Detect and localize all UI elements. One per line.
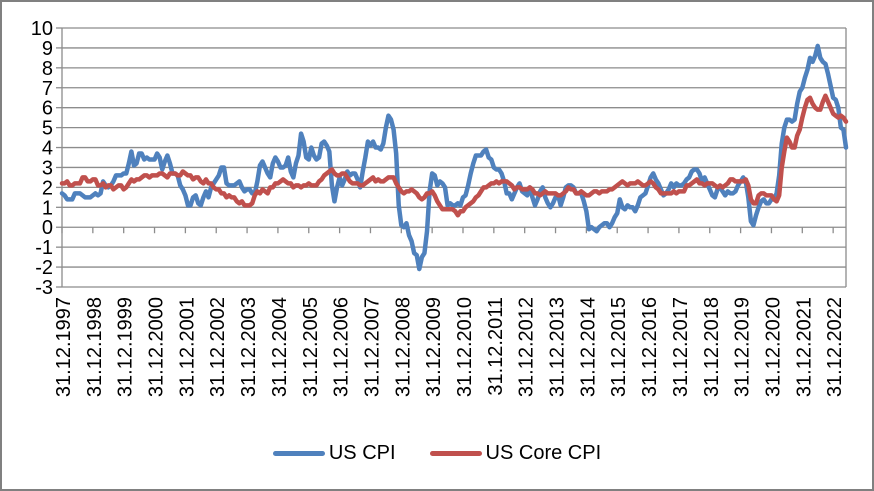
x-tick-label: 31.12.2006 (331, 297, 353, 397)
x-tick-label: 31.12.2015 (608, 297, 630, 397)
x-tick-label: 31.12.2020 (762, 297, 784, 397)
legend-label-us-core-cpi: US Core CPI (485, 442, 602, 464)
x-tick-labels: 31.12.1997 31.12.1998 31.12.1999 31.12.2000… (53, 297, 846, 397)
us-cpi-line-swatch (272, 451, 325, 456)
us-core-cpi-line-swatch (429, 451, 482, 456)
x-tick-label: 31.12.2018 (701, 297, 723, 397)
x-tick-label: 31.12.2003 (238, 297, 260, 397)
x-tick-label: 31.12.2022 (824, 297, 846, 397)
y-tick-label: 7 (42, 78, 53, 100)
y-tick-label: -3 (35, 277, 53, 299)
x-tick-label: 31.12.2017 (670, 297, 692, 397)
y-tick-label: 8 (42, 58, 53, 80)
x-tick-label: 31.12.2011 (485, 297, 507, 396)
y-tick-label: 10 (31, 18, 53, 40)
x-tick-label: 31.12.2013 (547, 297, 569, 397)
legend-item-us-cpi: US CPI (272, 442, 396, 465)
x-axis (61, 227, 834, 234)
x-tick-label: 31.12.2019 (732, 297, 754, 397)
x-tick-label: 31.12.2002 (207, 297, 229, 397)
y-tick-label: 2 (42, 177, 53, 199)
gridlines (62, 27, 846, 288)
y-axis (56, 27, 847, 288)
x-tick-label: 31.12.2021 (793, 297, 815, 397)
x-tick-label: 31.12.2012 (516, 297, 538, 397)
y-tick-label: -1 (35, 237, 53, 259)
x-tick-label: 31.12.2008 (392, 297, 414, 397)
x-tick-label: 31.12.2010 (454, 297, 476, 397)
us-cpi-line (59, 43, 849, 272)
y-tick-label: 4 (42, 138, 53, 160)
x-tick-label: 31.12.2000 (146, 297, 168, 397)
y-tick-label: 5 (42, 118, 53, 140)
legend-label-us-cpi: US CPI (328, 442, 396, 464)
x-tick-label: 31.12.2016 (639, 297, 661, 397)
legend-item-us-core-cpi: US Core CPI (429, 442, 602, 465)
legend: US CPI US Core CPI (2, 442, 872, 465)
x-tick-label: 31.12.1998 (84, 297, 106, 397)
x-tick-label: 31.12.2007 (361, 297, 383, 397)
x-tick-label: 31.12.2009 (423, 297, 445, 397)
x-tick-label: 31.12.2014 (577, 297, 599, 397)
x-tick-label: 31.12.2001 (176, 297, 198, 397)
y-tick-label: 1 (42, 197, 53, 219)
y-tick-label: 3 (42, 157, 53, 179)
y-tick-label: -2 (35, 257, 53, 279)
y-tick-label: 0 (42, 217, 53, 239)
x-tick-label: 31.12.1997 (53, 297, 75, 397)
x-tick-label: 31.12.2004 (269, 297, 291, 397)
x-tick-label: 31.12.1999 (115, 297, 137, 397)
y-tick-label: 6 (42, 98, 53, 120)
us-core-cpi-line (59, 93, 849, 218)
x-tick-label: 31.12.2005 (300, 297, 322, 397)
y-tick-label: 9 (42, 38, 53, 60)
